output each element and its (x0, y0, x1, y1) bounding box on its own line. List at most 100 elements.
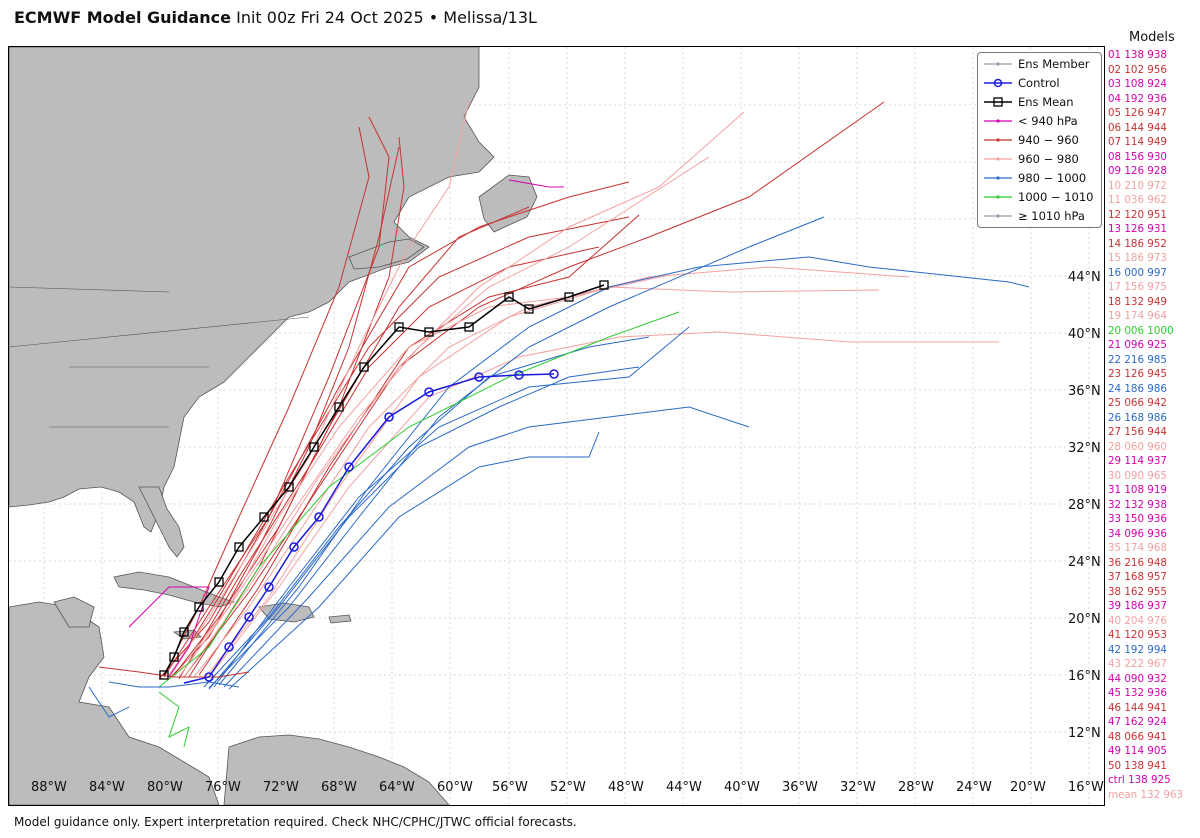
legend-label: 980 − 1000 (1018, 171, 1087, 185)
model-item: 09 126 928 (1108, 165, 1167, 177)
track-map (9, 47, 1104, 805)
lat-label: 32°N (1068, 441, 1101, 456)
model-item: 10 210 972 (1108, 179, 1167, 192)
models-title: Models (1129, 30, 1175, 45)
puerto-rico-land (328, 614, 352, 624)
model-item: 49 114 905 (1108, 745, 1167, 757)
borders (9, 286, 310, 428)
lon-label: 20°W (1010, 780, 1046, 795)
model-item: 29 114 937 (1108, 455, 1167, 467)
model-item: 20 006 1000 (1108, 324, 1174, 337)
legend-label: Ens Member (1018, 57, 1090, 71)
model-item: 33 150 936 (1108, 513, 1167, 525)
model-item: 50 138 941 (1108, 759, 1167, 772)
lon-label: 24°W (956, 780, 992, 795)
lon-label: 64°W (379, 780, 415, 795)
model-list: 01 138 938 02 102 956 03 108 924 04 192 936… (1108, 48, 1183, 802)
footer-disclaimer: Model guidance only. Expert interpretati… (14, 815, 577, 829)
lon-label: 32°W (840, 780, 876, 795)
model-item: 31 108 919 (1108, 484, 1167, 496)
ensemble-mean-track (159, 280, 609, 680)
model-item: mean 132 963 (1108, 788, 1184, 801)
legend-item-control: Control (984, 74, 1060, 92)
legend-label: < 940 hPa (1018, 114, 1078, 128)
model-item: 41 120 953 (1108, 629, 1167, 641)
legend-item-ens-mean: Ens Mean (984, 93, 1074, 111)
model-item: ctrl 138 925 (1108, 774, 1171, 786)
lon-label: 80°W (147, 780, 183, 795)
legend-item-980-1000: 980 − 1000 (984, 169, 1086, 187)
start-cluster (88, 666, 250, 748)
model-item: 18 132 949 (1108, 295, 1167, 308)
model-item: 16 000 997 (1108, 266, 1167, 279)
lon-label: 72°W (263, 780, 299, 795)
lon-label: 48°W (608, 780, 644, 795)
legend: Ens Member Control Ens Mean < 940 hPa 94… (977, 52, 1102, 228)
north-america-land (9, 47, 495, 533)
model-item: 48 066 941 (1108, 730, 1167, 743)
model-item: 08 156 930 (1108, 150, 1167, 163)
lat-label: 12°N (1068, 726, 1101, 741)
model-item: 43 222 967 (1108, 658, 1167, 670)
model-item: 22 216 985 (1108, 353, 1167, 366)
lon-label: 44°W (666, 780, 702, 795)
model-item: 15 186 973 (1108, 252, 1167, 264)
title-rest: Init 00z Fri 24 Oct 2025 • Melissa/13L (236, 8, 537, 27)
lat-label: 16°N (1068, 669, 1101, 684)
lat-label: 24°N (1068, 555, 1101, 570)
legend-item-1000-1010: 1000 − 1010 (984, 188, 1093, 206)
lat-label: 20°N (1068, 612, 1101, 627)
ensemble-tracks (128, 101, 1030, 690)
model-item: 27 156 944 (1108, 426, 1167, 438)
model-item: 38 162 955 (1108, 585, 1167, 598)
model-item: 11 036 962 (1108, 194, 1167, 206)
lon-label: 76°W (205, 780, 241, 795)
model-item: 03 108 924 (1108, 78, 1167, 90)
legend-label: Control (1018, 76, 1060, 90)
legend-item-940-960: 940 − 960 (984, 131, 1079, 149)
lon-label: 88°W (31, 780, 67, 795)
model-item: 12 120 951 (1108, 208, 1167, 221)
model-item: 32 132 938 (1108, 498, 1167, 511)
model-item: 17 156 975 (1108, 281, 1167, 293)
model-item: 36 216 948 (1108, 556, 1167, 569)
model-item: 35 174 968 (1108, 542, 1167, 554)
lon-label: 68°W (321, 780, 357, 795)
model-item: 28 060 960 (1108, 440, 1167, 453)
model-item: 14 186 952 (1108, 237, 1167, 250)
lat-label: 40°N (1068, 327, 1101, 342)
lon-label: 16°W (1068, 780, 1104, 795)
model-item: 44 090 932 (1108, 672, 1167, 685)
model-item: 45 132 936 (1108, 687, 1167, 699)
model-item: 13 126 931 (1108, 223, 1167, 235)
model-item: 47 162 924 (1108, 716, 1167, 728)
newfoundland-land (478, 174, 538, 233)
model-item: 37 168 957 (1108, 571, 1167, 583)
nova-scotia-land (348, 238, 425, 270)
legend-label: 960 − 980 (1018, 152, 1079, 166)
model-item: 01 138 938 (1108, 49, 1167, 61)
model-item: 25 066 942 (1108, 397, 1167, 409)
model-item: 34 096 936 (1108, 527, 1167, 540)
model-item: 06 144 944 (1108, 121, 1167, 134)
model-item: 21 096 925 (1108, 339, 1167, 351)
chart-title: ECMWF Model Guidance Init 00z Fri 24 Oct… (14, 8, 537, 27)
land (9, 47, 538, 805)
south-america-land (223, 734, 450, 805)
legend-label: 940 − 960 (1018, 133, 1079, 147)
lon-label: 84°W (89, 780, 125, 795)
map-frame (8, 46, 1105, 806)
lon-label: 56°W (492, 780, 528, 795)
model-item: 23 126 945 (1108, 368, 1167, 380)
legend-label: ≥ 1010 hPa (1018, 209, 1085, 223)
lon-label: 28°W (898, 780, 934, 795)
lat-label: 36°N (1068, 384, 1101, 399)
model-item: 30 090 965 (1108, 469, 1167, 482)
model-item: 19 174 964 (1108, 310, 1167, 322)
model-item: 07 114 949 (1108, 136, 1167, 148)
control-track (183, 369, 559, 684)
legend-item-ens-member: Ens Member (984, 55, 1090, 73)
model-item: 26 168 986 (1108, 411, 1167, 424)
model-item: 24 186 986 (1108, 382, 1167, 395)
model-item: 46 144 941 (1108, 701, 1167, 714)
